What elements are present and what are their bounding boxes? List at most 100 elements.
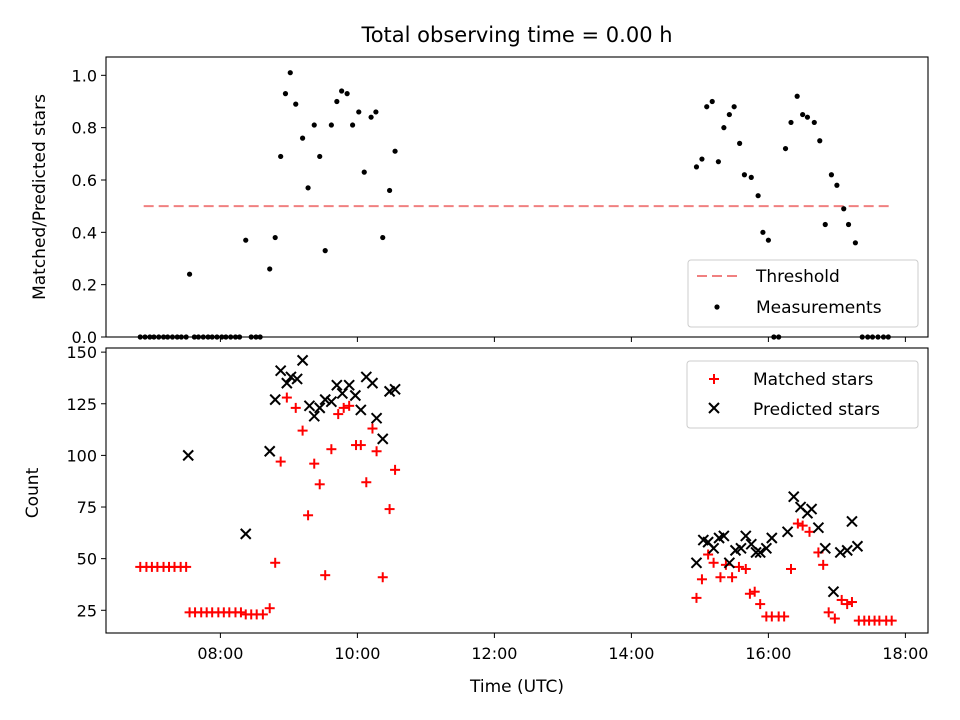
measurement-point — [339, 88, 345, 94]
predicted-star-point — [269, 393, 281, 406]
bottom-xtick-label: 12:00 — [471, 644, 517, 663]
measurement-point — [748, 174, 754, 180]
matched-star-point — [377, 572, 388, 583]
top-ytick-labels: 0.0 0.2 0.4 0.6 0.8 1.0 — [72, 66, 97, 347]
top-legend-box — [687, 259, 919, 328]
predicted-star-point — [827, 585, 840, 598]
bottom-ytick-label: 75 — [77, 498, 97, 517]
bottom-ytick-label: 100 — [66, 446, 97, 465]
predicted-star-point — [389, 383, 401, 396]
measurement-point — [755, 193, 761, 199]
matched-star-point — [264, 603, 275, 614]
measurement-point — [287, 70, 293, 76]
legend-predicted-swatch — [708, 402, 720, 414]
matched-star-point — [257, 609, 268, 620]
measurement-point — [811, 119, 817, 126]
predicted-star-point — [281, 377, 293, 389]
measurement-point — [721, 125, 727, 131]
predicted-star-point — [274, 365, 287, 377]
measurement-point — [828, 172, 835, 178]
bottom-xtick-marks — [219, 633, 906, 638]
matched-star-point — [836, 594, 847, 605]
measurement-point — [267, 266, 273, 272]
legend-matched-swatch — [709, 374, 719, 384]
predicted-star-point — [343, 379, 355, 391]
legend-measurements-label: Measurements — [756, 298, 882, 318]
top-ylabel: Matched/Predicted stars — [30, 94, 50, 300]
bottom-ytick-marks — [101, 351, 106, 611]
matched-star-point — [818, 559, 829, 570]
predicted-star-point — [846, 515, 858, 528]
top-ytick-label: 0.4 — [72, 223, 97, 242]
measurement-point — [726, 111, 732, 118]
matched-star-point — [355, 440, 366, 451]
top-ytick-label: 0.2 — [72, 276, 97, 295]
predicted-star-point — [377, 433, 389, 445]
predicted-star-point — [754, 546, 766, 559]
bottom-xtick-label: 14:00 — [608, 644, 654, 663]
matched-star-point — [281, 392, 292, 403]
predicted-star-point — [370, 412, 383, 424]
matched-star-point — [792, 518, 803, 529]
bottom-xtick-label: 16:00 — [745, 644, 791, 663]
matched-star-point — [309, 458, 320, 469]
measurement-point — [841, 206, 847, 212]
matched-star-point — [344, 400, 355, 411]
matched-star-point — [727, 572, 738, 583]
measurement-point — [386, 187, 393, 194]
matched-star-point — [384, 504, 395, 515]
predicted-star-point — [781, 526, 794, 538]
legend-predicted-label: Predicted stars — [753, 400, 880, 420]
predicted-star-point — [723, 557, 736, 569]
measurement-point — [344, 91, 350, 97]
measurement-point — [293, 101, 299, 107]
predicted-star-point — [690, 557, 703, 569]
bottom-panel: 25 50 75 100 125 150 08:00 10:00 12:00 1… — [23, 343, 929, 697]
predicted-star-point — [182, 449, 194, 462]
predicted-star-point — [349, 389, 362, 402]
measurement-point — [788, 119, 794, 126]
matched-star-point — [715, 572, 726, 583]
matched-star-point — [804, 526, 815, 537]
matched-star-point — [371, 446, 382, 457]
measurement-point — [693, 164, 700, 170]
predicted-star-point — [325, 395, 338, 408]
predicted-star-point — [308, 410, 320, 422]
matched-star-point — [703, 549, 714, 560]
measurement-point — [834, 182, 840, 188]
measurement-point — [715, 159, 721, 165]
measurement-point — [392, 148, 398, 154]
predicted-star-point — [819, 542, 831, 555]
measurement-point — [800, 111, 806, 118]
bottom-ytick-labels: 25 50 75 100 125 150 — [66, 343, 97, 620]
matched-star-point — [842, 599, 853, 610]
bottom-ytick-label: 150 — [66, 343, 97, 362]
measurement-point — [322, 248, 328, 254]
predicted-star-point — [331, 379, 343, 391]
legend-matched-label: Matched stars — [753, 370, 873, 390]
measurement-point — [704, 104, 710, 110]
predicted-star-point — [735, 542, 747, 555]
measurement-point — [373, 109, 379, 115]
matched-star-point — [333, 409, 344, 420]
predicted-star-point — [805, 503, 818, 515]
measurement-point — [278, 153, 284, 160]
matched-star-point — [846, 597, 857, 608]
measurement-point — [311, 122, 317, 128]
measurement-point — [282, 91, 289, 97]
matched-star-point — [786, 563, 796, 574]
measurement-point — [186, 271, 193, 277]
legend-threshold-label: Threshold — [755, 267, 840, 287]
predicted-star-point — [812, 521, 825, 534]
bottom-xtick-label: 10:00 — [334, 644, 380, 663]
matched-star-point — [708, 557, 719, 568]
measurement-point — [782, 145, 789, 152]
measurement-point — [699, 156, 705, 162]
matched-star-point — [320, 570, 331, 581]
predicted-star-point — [291, 373, 303, 385]
matched-star-point — [361, 477, 372, 488]
bottom-xlabel: Time (UTC) — [469, 677, 564, 697]
measurement-point — [328, 122, 334, 128]
